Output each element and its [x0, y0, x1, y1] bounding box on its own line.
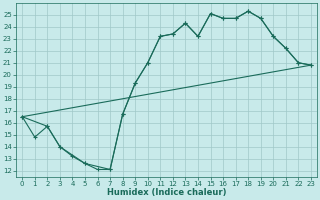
X-axis label: Humidex (Indice chaleur): Humidex (Indice chaleur)	[107, 188, 226, 197]
